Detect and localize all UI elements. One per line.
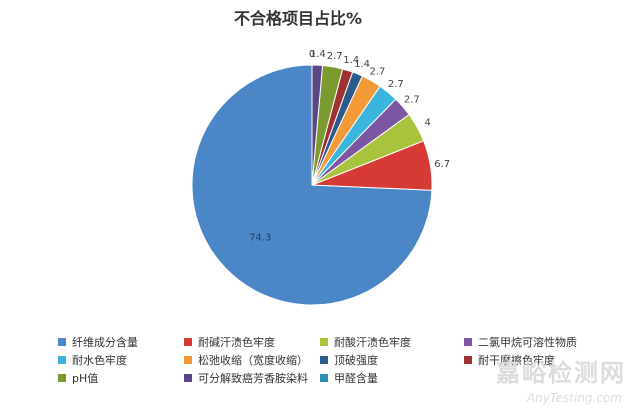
pie-value-label: 1.4 [343,55,359,66]
legend-label: 耐干摩擦色牢度 [478,353,555,367]
legend-item: 耐干摩擦色牢度 [464,352,624,367]
pie-value-label: 2.7 [388,79,404,90]
legend-label: 可分解致癌芳香胺染料 [198,371,308,385]
legend-item: 松弛收缩（宽度收缩） [184,352,320,367]
pie-value-label: 74.3 [249,232,271,243]
legend-swatch [184,355,192,364]
pie-value-label: 0 [309,49,315,60]
legend-swatch [464,337,472,346]
legend-item: 可分解致癌芳香胺染料 [184,370,320,385]
watermark-text: 嘉峪检测网 [496,359,626,387]
legend-label: 耐碱汗渍色牢度 [198,335,275,349]
legend-swatch [58,337,66,346]
chart-legend: 纤维成分含量 耐碱汗渍色牢度 耐酸汗渍色牢度 二氯甲烷可溶性物质耐水色牢度 松弛收缩（宽… [58,334,638,385]
legend-label: 耐水色牢度 [72,353,127,367]
watermark-url: AnyTesting.com [526,391,622,405]
pie-value-label: 4 [425,117,431,128]
legend-swatch [184,373,192,382]
legend-item: pH值 [58,370,184,385]
legend-label: 纤维成分含量 [72,335,138,349]
pie-value-label: 1.4 [354,59,370,70]
pie-value-label: 1.4 [310,49,326,60]
legend-item: 耐水色牢度 [58,352,184,367]
legend-label: 甲醛含量 [334,371,378,385]
legend-label: 松弛收缩（宽度收缩） [198,353,308,367]
pie-value-label: 2.7 [404,95,420,106]
legend-swatch [320,337,328,346]
pie-value-label: 2.7 [327,51,343,62]
legend-swatch [320,355,328,364]
legend-label: pH值 [72,371,99,385]
legend-item: 二氯甲烷可溶性物质 [464,334,624,349]
pie-slice [311,64,324,186]
legend-item: 耐碱汗渍色牢度 [184,334,320,349]
legend-swatch [58,355,66,364]
chart-title: 不合格项目占比% [234,9,362,28]
legend-swatch [58,373,66,382]
legend-swatch [184,337,192,346]
legend-label: 耐酸汗渍色牢度 [334,335,411,349]
legend-item: 甲醛含量 [320,370,464,385]
legend-item: 顶破强度 [320,352,464,367]
pie-value-label: 6.7 [434,159,450,170]
legend-item: 耐酸汗渍色牢度 [320,334,464,349]
legend-label: 顶破强度 [334,353,378,367]
pie-value-label: 2.7 [369,66,385,77]
legend-item: 纤维成分含量 [58,334,184,349]
legend-swatch [320,373,328,382]
legend-label: 二氯甲烷可溶性物质 [478,335,577,349]
legend-swatch [464,355,472,364]
